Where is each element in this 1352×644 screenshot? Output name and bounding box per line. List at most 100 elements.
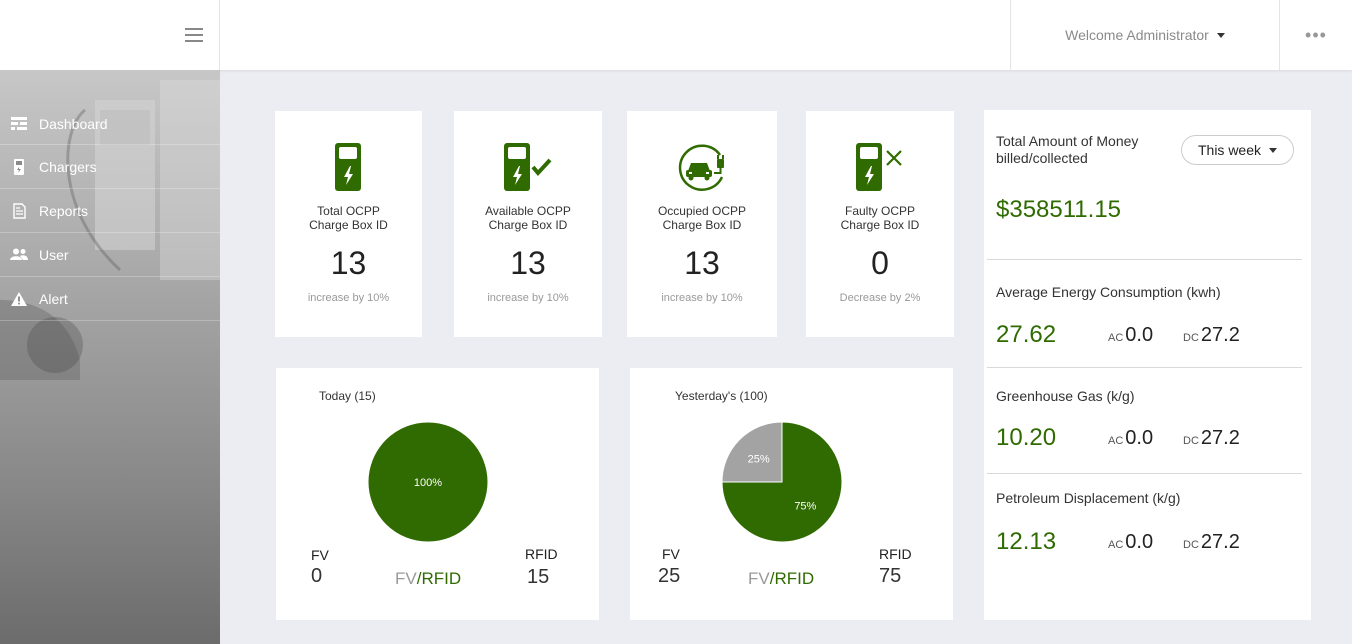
report-icon — [10, 202, 28, 219]
stat-card-faulty: Faulty OCPP Charge Box ID 0 Decrease by 2… — [806, 111, 954, 337]
ac-value: 0.0 — [1125, 427, 1154, 449]
ac-label: AC — [1108, 539, 1124, 551]
pie-title: Today (15) — [319, 389, 376, 403]
users-icon — [10, 247, 28, 263]
user-menu-dropdown[interactable]: Welcome Administrator — [1010, 0, 1280, 70]
stat-change: increase by 10% — [307, 292, 390, 304]
ac-value: 0.0 — [1125, 324, 1154, 346]
sidebar-item-label: Chargers — [39, 158, 97, 175]
stat-card-occupied: Occupied OCPP Charge Box ID 13 increase b… — [627, 111, 777, 337]
logo-area — [0, 0, 220, 70]
fv-rfid-legend: FV/RFID — [395, 569, 461, 589]
fv-text: FV — [395, 569, 417, 588]
money-section: Total Amount of Money billed/collected T… — [987, 110, 1302, 260]
legend-rfid-label: RFID — [879, 546, 912, 562]
legend-rfid-label: RFID — [525, 546, 558, 562]
pie-chart-yesterday: 75% 25% — [721, 421, 843, 543]
ac-reading: AC 0.0 — [1108, 427, 1153, 450]
charger-faulty-icon — [806, 141, 954, 195]
fv-rfid-legend: FV/RFID — [748, 569, 814, 589]
legend-fv-value: 0 — [311, 565, 323, 587]
ac-reading: AC 0.0 — [1108, 531, 1153, 554]
pie-slice-rfid — [367, 421, 489, 543]
petroleum-section: Petroleum Displacement (k/g) 12.13 AC 0.0… — [987, 474, 1302, 594]
dc-label: DC — [1183, 539, 1199, 551]
pie-title: Yesterday's (100) — [675, 389, 768, 403]
pie-label-rfid: 100% — [414, 477, 442, 489]
stat-value: 13 — [330, 245, 367, 281]
pie-chart-today: 100% — [367, 421, 489, 543]
sidebar-item-dashboard[interactable]: Dashboard — [0, 103, 220, 145]
stat-label: Available OCPP — [485, 204, 571, 218]
dc-value: 27.2 — [1200, 531, 1240, 553]
more-options-icon[interactable]: ••• — [1305, 24, 1327, 45]
sidebar-item-label: User — [39, 246, 69, 263]
stat-value: 0 — [871, 245, 889, 281]
ac-value: 0.0 — [1125, 531, 1154, 553]
pie-slice-fv — [721, 421, 783, 483]
hamburger-menu-icon[interactable] — [185, 28, 203, 42]
period-label: This week — [1197, 142, 1262, 158]
dc-value: 27.2 — [1200, 324, 1240, 346]
stat-change: Decrease by 2% — [839, 292, 921, 304]
stat-card-total: Total OCPP Charge Box ID 13 increase by 1… — [275, 111, 422, 337]
sidebar-item-user[interactable]: User — [0, 233, 220, 277]
section-title: Average Energy Consumption (kwh) — [996, 284, 1221, 300]
stat-value: 13 — [510, 245, 546, 281]
period-dropdown[interactable]: This week — [1181, 135, 1294, 165]
slash-text: / — [416, 569, 422, 588]
pie-card-today: Today (15) 100% FV 0 FV/RFID RFID 15 — [276, 368, 599, 620]
sidebar-item-chargers[interactable]: Chargers — [0, 145, 220, 189]
money-title: billed/collected — [996, 150, 1088, 166]
rfid-text: RFID — [774, 569, 815, 588]
stat-label: Faulty OCPP — [844, 204, 916, 218]
money-value: $358511.15 — [996, 196, 1122, 223]
stat-value: 13 — [684, 245, 720, 281]
section-title: Petroleum Displacement (k/g) — [996, 490, 1181, 506]
legend-rfid-value: 15 — [527, 566, 550, 588]
legend-fv-label: FV — [662, 546, 680, 562]
stat-label: Occupied OCPP — [657, 204, 747, 218]
rfid-text: RFID — [421, 569, 462, 588]
car-charging-icon — [627, 141, 777, 195]
section-value: 10.20 — [996, 424, 1057, 451]
sidebar-item-reports[interactable]: Reports — [0, 189, 220, 233]
dc-value: 27.2 — [1200, 427, 1240, 449]
stat-change: increase by 10% — [661, 292, 743, 304]
charger-icon — [275, 141, 422, 195]
stat-change: increase by 10% — [487, 292, 569, 304]
energy-section: Average Energy Consumption (kwh) 27.62 A… — [987, 260, 1302, 368]
stat-label: Charge Box ID — [309, 218, 388, 232]
legend-fv-value: 25 — [658, 565, 681, 587]
sidebar-background-image — [0, 80, 220, 380]
stat-label: Charge Box ID — [662, 218, 742, 232]
pie-label-rfid: 75% — [794, 500, 816, 512]
dc-label: DC — [1183, 332, 1199, 344]
warning-icon — [10, 291, 28, 307]
welcome-text: Welcome Administrator — [1065, 27, 1209, 43]
legend-fv-label: FV — [311, 547, 329, 563]
sidebar-item-alert[interactable]: Alert — [0, 277, 220, 321]
ac-label: AC — [1108, 332, 1124, 344]
money-title: Total Amount of Money — [996, 133, 1139, 149]
sidebar: Dashboard Chargers Reports User Alert — [0, 70, 220, 644]
top-bar: Welcome Administrator ••• — [0, 0, 1352, 70]
sidebar-item-label: Reports — [39, 202, 89, 219]
caret-down-icon — [1216, 32, 1225, 38]
slash-text: / — [769, 569, 775, 588]
charger-icon — [10, 158, 28, 175]
sidebar-nav: Dashboard Chargers Reports User Alert — [0, 103, 220, 321]
section-title: Greenhouse Gas (k/g) — [996, 388, 1135, 404]
dc-reading: DC 27.2 — [1183, 531, 1240, 554]
ac-reading: AC 0.0 — [1108, 324, 1153, 347]
section-value: 27.62 — [996, 321, 1057, 348]
stat-label: Total OCPP — [317, 204, 380, 218]
sidebar-item-label: Alert — [39, 290, 68, 307]
summary-panel: Total Amount of Money billed/collected T… — [984, 110, 1311, 620]
pie-card-yesterday: Yesterday's (100) 75% 25% FV 25 FV/RFID R… — [630, 368, 953, 620]
ac-label: AC — [1108, 435, 1124, 447]
dc-reading: DC 27.2 — [1183, 324, 1240, 347]
section-value: 12.13 — [996, 528, 1057, 555]
dashboard-icon — [10, 116, 28, 132]
stat-label: Charge Box ID — [488, 218, 568, 232]
